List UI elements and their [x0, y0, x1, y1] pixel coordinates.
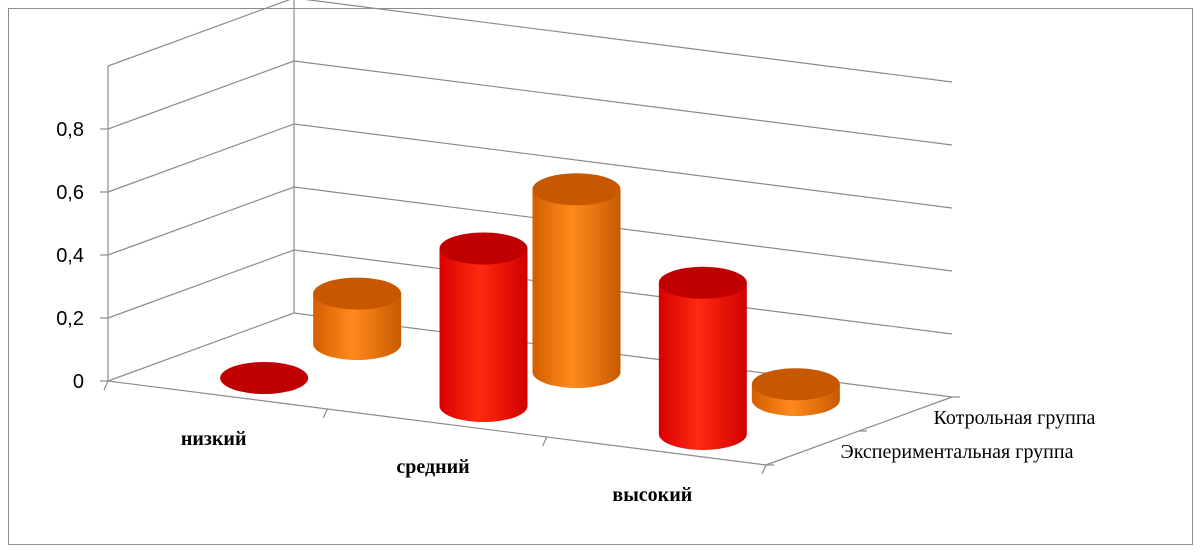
- gridline: [107, 0, 953, 83]
- bar-body: [439, 248, 528, 422]
- x-axis-line: [107, 380, 767, 466]
- series-depth-label: Экспериментальная группа: [841, 441, 1074, 463]
- bar-cylinder: [220, 362, 309, 394]
- bar-cylinder: [532, 173, 621, 388]
- bar-cylinder: [751, 368, 840, 416]
- bar-top: [439, 232, 528, 265]
- y-tick-label: 0,6: [56, 182, 84, 204]
- x-category-label: высокий: [612, 484, 692, 506]
- bar-top: [532, 173, 621, 206]
- y-tick-label: 0,8: [56, 119, 84, 141]
- x-category-label: средний: [396, 456, 469, 478]
- bar-top: [658, 266, 747, 299]
- bar-cylinder: [658, 266, 747, 450]
- x-tick-mark: [761, 464, 767, 475]
- gridline: [107, 249, 953, 335]
- x-tick-mark: [103, 380, 109, 391]
- gridline: [107, 60, 953, 146]
- bar-top: [751, 368, 840, 401]
- bar-top: [313, 277, 402, 310]
- bar-body: [658, 282, 747, 450]
- gridline: [107, 123, 953, 209]
- bar-top: [220, 362, 309, 394]
- x-category-label: низкий: [181, 428, 247, 450]
- y-tick-label: 0,4: [56, 245, 84, 267]
- bar-body: [532, 189, 621, 388]
- y-tick-label: 0: [73, 371, 84, 393]
- y-tick-label: 0,2: [56, 308, 84, 330]
- bar-cylinder: [439, 232, 528, 422]
- gridline: [107, 186, 953, 272]
- x-tick-mark: [322, 408, 328, 419]
- bar-body: [313, 293, 402, 360]
- series-depth-label: Котрольная группа: [934, 407, 1096, 429]
- bar-cylinder: [313, 277, 402, 360]
- x-tick-mark: [542, 436, 548, 447]
